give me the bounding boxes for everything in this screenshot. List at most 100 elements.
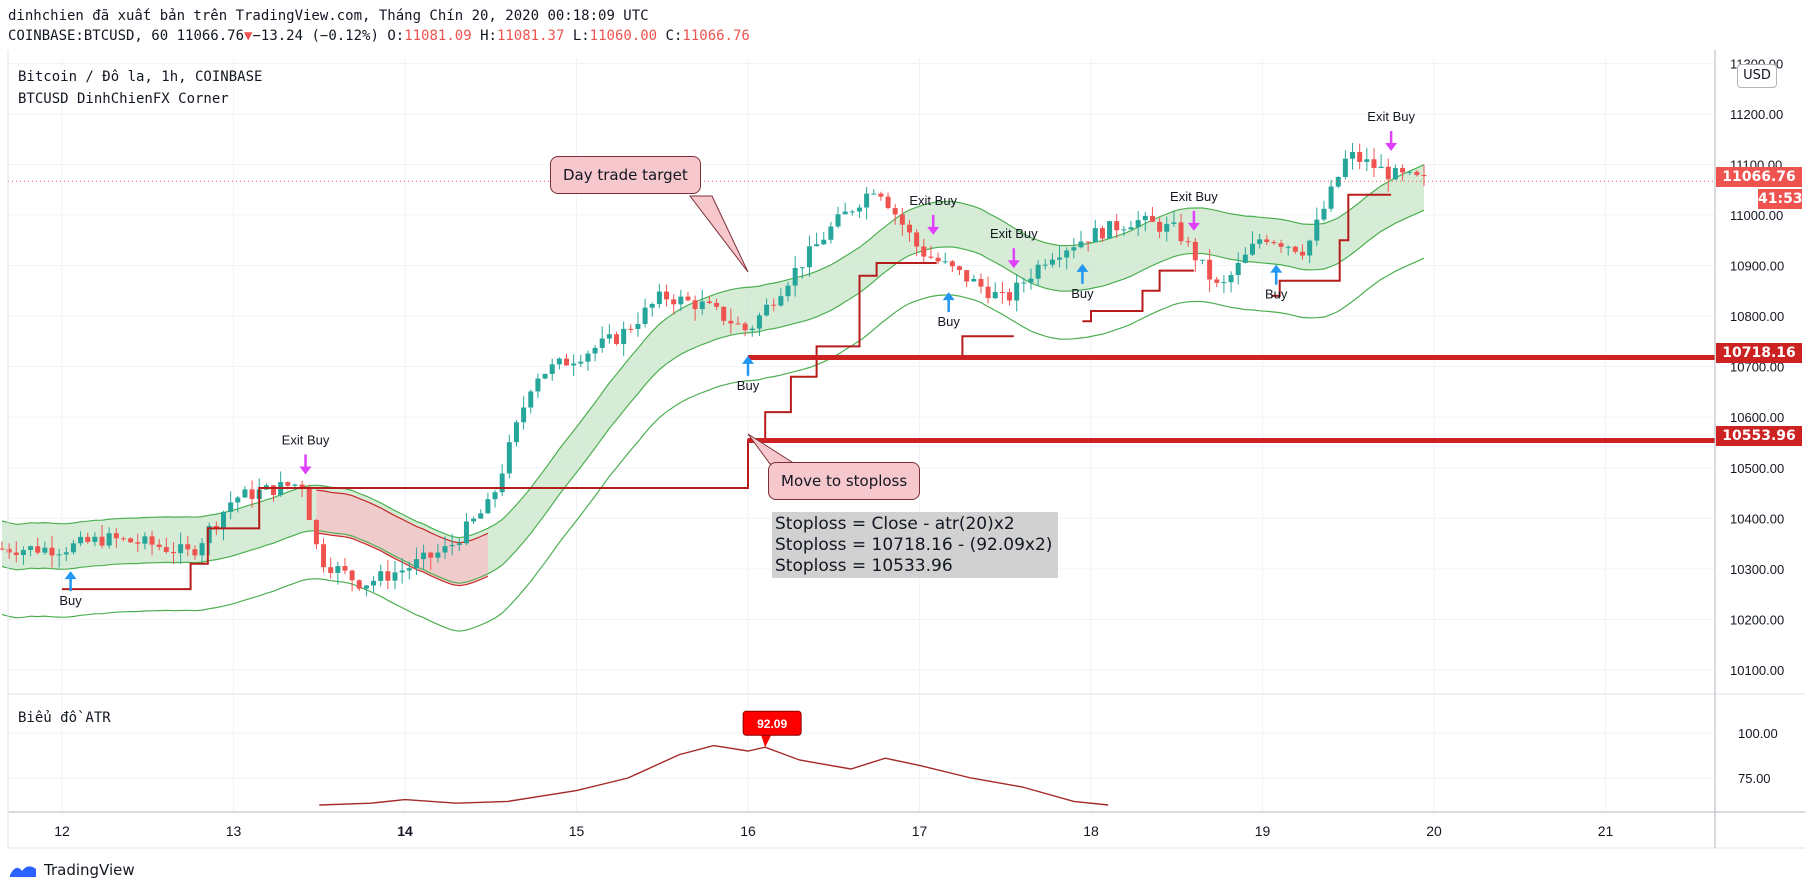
candle-body	[1407, 171, 1413, 173]
candle-body	[699, 301, 705, 310]
candle-body	[685, 296, 691, 301]
candle-body	[606, 334, 612, 339]
candle-body	[92, 536, 98, 542]
candle-body	[120, 538, 126, 540]
candle-body	[814, 244, 820, 247]
candle-body	[957, 266, 963, 271]
candle-body	[413, 559, 419, 569]
chart-title: Bitcoin / Đô la, 1h, COINBASE	[18, 69, 263, 85]
candle-body	[671, 299, 677, 305]
candles	[0, 142, 1427, 597]
stop-line-segment	[1271, 193, 1392, 297]
candle-body	[842, 211, 848, 215]
candle-body	[942, 261, 948, 263]
candle-body	[1107, 221, 1113, 239]
candle-body	[1142, 215, 1148, 221]
candle-body	[656, 291, 662, 305]
y-tick-label: 10800.00	[1730, 309, 1784, 324]
candle-body	[571, 363, 577, 366]
candle-body	[1221, 282, 1227, 284]
exit-buy-label: Exit Buy	[990, 226, 1038, 241]
candle-body	[149, 536, 155, 545]
candle-body	[406, 568, 412, 571]
candle-body	[971, 278, 977, 282]
candle-body	[342, 566, 348, 571]
candle-body	[506, 442, 512, 474]
buy-arrow-head-icon	[64, 571, 77, 580]
last-price-tag: 11066.76	[1716, 167, 1802, 187]
buy-label: Buy	[937, 314, 960, 329]
price-change: −13.24 (−0.12%)	[252, 28, 379, 44]
open-label: O:	[387, 28, 405, 44]
signal-markers: Buy Exit Buy Buy Exit Buy Buy Exit Buy Buy Exit…	[59, 109, 1415, 608]
candle-body	[728, 320, 734, 324]
candle-body	[428, 552, 434, 558]
candle-body	[378, 571, 384, 581]
countdown-tag: 41:53	[1758, 189, 1803, 209]
candle-body	[299, 484, 305, 488]
candle-body	[235, 497, 241, 503]
candle-body	[878, 193, 884, 197]
candle-body	[528, 391, 534, 408]
candle-body	[642, 307, 648, 324]
candle-body	[1164, 223, 1170, 232]
candle-body	[185, 544, 191, 550]
entry-level-tag: 10718.16	[1716, 343, 1802, 363]
candle-body	[1042, 264, 1048, 266]
candle-body	[1078, 241, 1084, 248]
y-tick-label: 11000.00	[1730, 208, 1783, 223]
candle-body	[399, 570, 405, 573]
candle-body	[1285, 246, 1291, 248]
candle-body	[578, 361, 584, 364]
candle-body	[871, 193, 877, 195]
candle-body	[556, 358, 562, 365]
candle-body	[1199, 259, 1205, 261]
candle-body	[1049, 259, 1055, 265]
atr-panel: 92.09	[319, 710, 1109, 806]
buy-label: Buy	[737, 378, 760, 393]
low-value: 11060.00	[589, 28, 658, 44]
buy-label: Buy	[1265, 287, 1288, 302]
candle-body	[1135, 220, 1141, 228]
candle-body	[142, 536, 148, 544]
candle-body	[592, 347, 598, 354]
atr-title: Biểu đồ ATR	[18, 710, 111, 726]
atr-y-tick-label: 75.00	[1738, 771, 1771, 786]
candle-body	[1035, 264, 1041, 279]
candle-body	[28, 546, 34, 550]
candle-body	[1321, 208, 1327, 220]
candle-body	[1242, 254, 1248, 263]
footer: TradingView	[8, 861, 135, 879]
y-tick-label: 10300.00	[1730, 562, 1784, 577]
candle-body	[1235, 262, 1241, 276]
buy-label: Buy	[1071, 286, 1094, 301]
exit-buy-label: Exit Buy	[1170, 189, 1218, 204]
candle-body	[456, 543, 462, 545]
callout-pointer-target	[688, 195, 749, 273]
candle-body	[220, 511, 226, 528]
candle-body	[585, 353, 591, 362]
candle-body	[106, 533, 112, 546]
stop-line-segment	[1082, 269, 1194, 323]
candle-body	[563, 358, 569, 366]
x-tick-label: 12	[54, 823, 70, 839]
candle-body	[1178, 222, 1184, 242]
buy-label: Buy	[59, 593, 82, 608]
candle-body	[156, 544, 162, 548]
candle-body	[821, 239, 827, 245]
candle-body	[742, 323, 748, 331]
symbol-label[interactable]: COINBASE:BTCUSD, 60	[8, 28, 169, 44]
candle-body	[1149, 215, 1155, 222]
currency-button[interactable]: USD	[1737, 64, 1777, 88]
tradingview-logo-icon	[10, 866, 36, 877]
candle-body	[163, 547, 169, 552]
candle-body	[135, 542, 141, 544]
buy-arrow-head-icon	[942, 292, 955, 301]
exit-arrow-head-icon	[1187, 222, 1200, 231]
candle-body	[1357, 151, 1363, 162]
exit-buy-label: Exit Buy	[1367, 109, 1415, 124]
brand-name[interactable]: TradingView	[44, 861, 135, 879]
buy-arrow-head-icon	[742, 355, 754, 364]
candle-body	[949, 261, 955, 267]
